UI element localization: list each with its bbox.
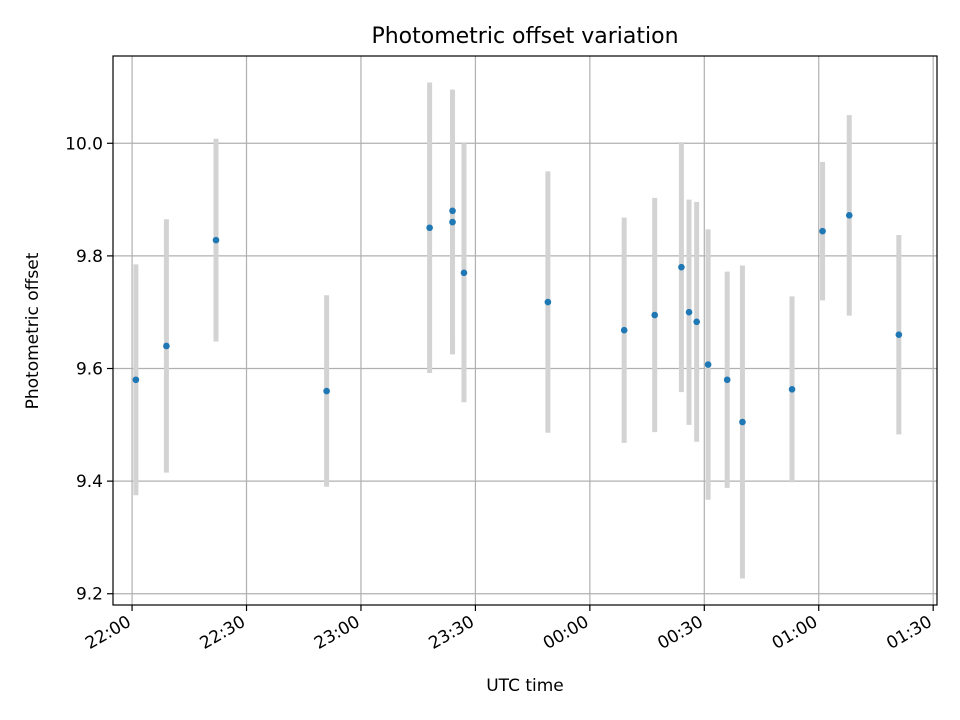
grid xyxy=(113,56,937,605)
data-point xyxy=(704,361,712,368)
y-tick-label: 10.0 xyxy=(65,134,103,154)
error-bars xyxy=(133,82,902,579)
data-point xyxy=(895,331,903,339)
data-points xyxy=(132,207,903,426)
data-point xyxy=(460,269,468,277)
data-point xyxy=(323,387,330,395)
x-tick-label: 01:00 xyxy=(769,612,821,654)
y-tick-label: 9.2 xyxy=(76,585,103,605)
data-point xyxy=(693,318,700,326)
x-tick-label: 22:00 xyxy=(82,612,134,654)
x-tick-label: 00:30 xyxy=(654,612,706,654)
data-point xyxy=(819,227,826,235)
x-tick-label: 22:30 xyxy=(197,612,249,654)
y-axis-label: Photometric offset xyxy=(23,252,43,409)
data-point xyxy=(132,376,140,384)
data-point xyxy=(723,376,731,384)
x-axis-label: UTC time xyxy=(486,676,564,696)
x-tick-label: 23:00 xyxy=(311,612,363,654)
y-axis-ticks: 9.2 9.4 9.6 9.8 10.0 xyxy=(65,134,113,605)
data-point xyxy=(685,308,693,316)
data-point xyxy=(449,207,456,215)
x-tick-label: 00:00 xyxy=(540,612,592,654)
data-point xyxy=(788,386,796,393)
x-tick-label: 01:30 xyxy=(883,612,935,654)
y-tick-label: 9.4 xyxy=(76,472,103,492)
x-axis-ticks: 22:00 22:30 23:00 23:30 00:00 00:30 01:00 01:30 xyxy=(82,605,936,654)
data-point xyxy=(845,212,853,219)
data-point xyxy=(651,311,659,319)
y-tick-label: 9.6 xyxy=(76,360,103,380)
data-point xyxy=(449,218,456,226)
data-point xyxy=(544,298,552,306)
plot-frame xyxy=(112,55,938,606)
data-point xyxy=(678,263,685,271)
y-tick-label: 9.8 xyxy=(76,247,103,267)
data-point xyxy=(163,342,170,350)
x-tick-label: 23:30 xyxy=(425,612,477,654)
data-point xyxy=(620,326,628,334)
data-point xyxy=(212,236,220,244)
chart-title: Photometric offset variation xyxy=(371,24,678,49)
data-point xyxy=(426,224,433,232)
data-point xyxy=(739,418,746,426)
